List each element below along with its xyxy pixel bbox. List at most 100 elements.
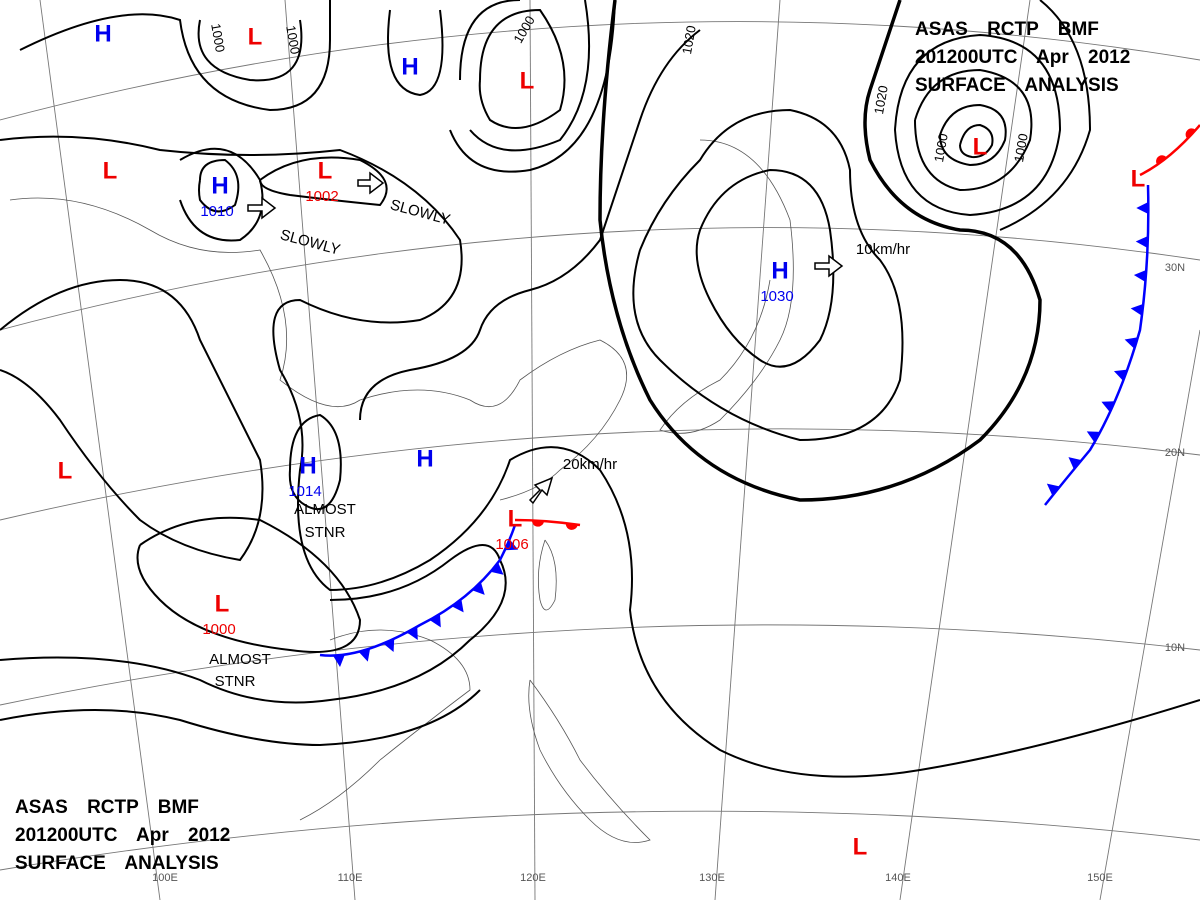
pressure-center-symbol: L <box>520 67 535 94</box>
motion-label: ALMOST <box>209 651 271 668</box>
fronts <box>319 124 1200 668</box>
isobars <box>598 0 1042 502</box>
graticule <box>0 428 1200 521</box>
header-line: 201200UTC Apr 2012 <box>915 47 1130 68</box>
graticule <box>284 0 356 900</box>
pressure-center-symbol: L <box>103 157 118 184</box>
motion-arrows <box>247 196 277 220</box>
longitude-label: 140E <box>885 872 911 884</box>
front-symbol <box>1185 128 1196 139</box>
isobars <box>459 0 591 152</box>
front-symbol <box>490 562 504 575</box>
graticule <box>0 21 1200 121</box>
motion-arrows <box>357 171 385 195</box>
latitude-label: 10N <box>1165 642 1185 654</box>
isobar-label: 1000 <box>931 132 951 163</box>
header-line: ASAS RCTP BMF <box>915 19 1099 40</box>
longitude-label: 100E <box>152 872 178 884</box>
longitude-label: 130E <box>699 872 725 884</box>
isobars <box>914 68 1033 192</box>
pressure-center-symbol: L <box>1131 165 1146 192</box>
latitude-label: 30N <box>1165 262 1185 274</box>
front-symbol <box>429 613 441 628</box>
fronts <box>1044 184 1150 506</box>
isobar-label: 1020 <box>871 84 891 115</box>
isobars <box>0 689 481 747</box>
isobars <box>695 168 835 368</box>
pressure-center-symbol: L <box>248 23 263 50</box>
isobars <box>999 0 1092 231</box>
motion-label: STNR <box>215 673 256 690</box>
isobars <box>19 0 331 112</box>
isobars <box>197 19 303 82</box>
front-symbol <box>1156 155 1167 165</box>
header-line: ASAS RCTP BMF <box>15 797 199 818</box>
front-symbol <box>1046 483 1060 496</box>
pressure-center-symbol: L <box>853 833 868 860</box>
motion-label: ALMOST <box>294 501 356 518</box>
front-symbol <box>531 520 544 527</box>
front-symbol <box>1130 303 1144 316</box>
motion-arrows <box>814 254 844 278</box>
motion-label: STNR <box>305 524 346 541</box>
fronts <box>514 518 581 527</box>
graticule <box>39 0 161 900</box>
fronts <box>1139 124 1200 177</box>
graticule <box>714 0 781 900</box>
front-symbol <box>565 523 578 530</box>
isobars <box>478 8 566 129</box>
latitude-label: 20N <box>1165 447 1185 459</box>
motion-label: 20km/hr <box>563 456 617 473</box>
front-symbol <box>451 599 464 613</box>
isobars <box>959 123 994 159</box>
pressure-center-symbol: L <box>58 457 73 484</box>
pressure-center-symbol: H <box>211 172 228 199</box>
pressure-center-symbol: L <box>508 505 523 532</box>
coastline <box>299 629 471 821</box>
central-pressure: 1000 <box>202 621 235 638</box>
front-symbol <box>1136 201 1149 214</box>
pressure-center-symbol: H <box>401 53 418 80</box>
front-symbol <box>1113 369 1128 381</box>
front-symbol <box>1101 401 1115 413</box>
coastline <box>528 679 651 843</box>
front-symbol <box>504 539 519 551</box>
pressure-center-symbol: L <box>973 133 988 160</box>
motion-arrows <box>528 476 554 505</box>
isobars <box>0 0 1200 778</box>
front-symbol <box>1086 431 1101 443</box>
coastline <box>9 139 794 843</box>
longitude-label: 110E <box>338 872 363 884</box>
isobars <box>259 156 388 207</box>
isobar-label: 1000 <box>208 22 228 53</box>
isobars <box>632 108 904 442</box>
front-symbol <box>383 638 395 653</box>
front-symbol <box>472 581 485 595</box>
pressure-center-symbol: H <box>416 445 433 472</box>
motion-label: 10km/hr <box>856 241 910 258</box>
motion-arrows <box>247 171 844 505</box>
pressure-center-symbol: H <box>771 257 788 284</box>
pressure-center-symbol: L <box>215 590 230 617</box>
isobars <box>939 103 1007 167</box>
front-symbol <box>1068 457 1082 470</box>
front-symbol <box>1124 337 1138 349</box>
graticule <box>1099 329 1200 900</box>
header-line: SURFACE ANALYSIS <box>915 75 1119 96</box>
coastline <box>9 197 628 501</box>
isobars <box>894 33 1062 217</box>
header-line: 201200UTC Apr 2012 <box>15 825 230 846</box>
central-pressure: 1010 <box>200 203 233 220</box>
longitude-label: 120E <box>520 872 546 884</box>
isobars <box>136 516 362 653</box>
front-symbol <box>406 626 418 640</box>
isobars <box>198 158 240 213</box>
coastline <box>659 139 794 434</box>
front-symbol <box>332 654 345 668</box>
pressure-center-symbol: H <box>299 452 316 479</box>
isobars <box>0 544 507 704</box>
isobar-label: 1020 <box>679 24 699 55</box>
coastline <box>537 539 557 611</box>
front-symbol <box>1133 269 1147 282</box>
